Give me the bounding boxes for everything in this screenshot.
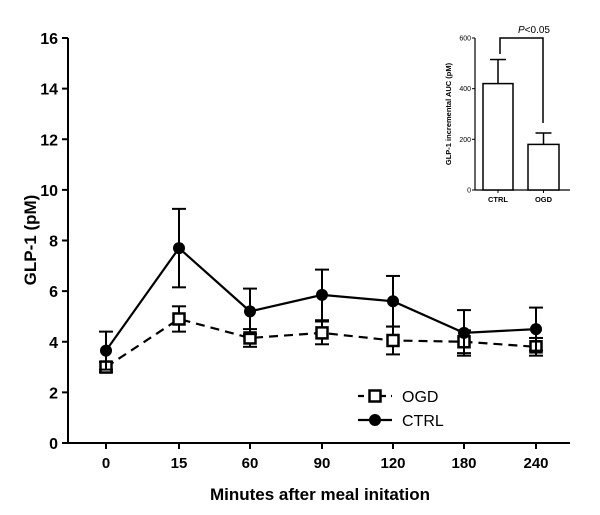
inset-bar-ctrl — [482, 82, 514, 191]
inset-y-tick-label: 0 — [467, 188, 471, 195]
inset-y-axis-title: GLP-1 incremental AUC (pM) — [444, 62, 453, 165]
data-point-ctrl — [244, 305, 256, 318]
inset-y-tick-label: 400 — [459, 86, 471, 93]
y-tick-label: 2 — [49, 385, 58, 402]
data-point-ctrl — [387, 295, 399, 308]
inset-p-annotation: P<0.05 — [518, 25, 550, 36]
y-tick-label: 10 — [40, 183, 58, 200]
p-italic: P — [518, 25, 525, 36]
y-axis-title: GLP-1 (pM) — [21, 195, 40, 286]
y-tick-label: 8 — [49, 234, 58, 251]
x-tick-label: 180 — [451, 455, 476, 472]
x-tick-label: 240 — [523, 455, 548, 472]
y-tick-label: 6 — [49, 284, 58, 301]
x-tick-label: 15 — [171, 455, 188, 472]
data-point-ctrl — [458, 326, 470, 339]
x-tick-label: 90 — [314, 455, 331, 472]
legend-marker — [369, 414, 381, 426]
inset-y-tick-label: 200 — [459, 137, 471, 144]
inset-x-tick-label: OGD — [535, 195, 553, 204]
legend-label: CTRL — [402, 413, 444, 430]
y-tick-label: 16 — [40, 31, 58, 48]
data-point-ctrl — [173, 242, 185, 255]
p-rest: <0.05 — [525, 25, 551, 36]
inset-bar-ogd — [527, 143, 560, 191]
data-point-ogd — [386, 333, 400, 348]
data-point-ctrl — [316, 288, 328, 301]
inset-y-tick-label: 600 — [459, 36, 471, 43]
inset-x-tick-label: CTRL — [488, 195, 508, 204]
data-point-ogd — [172, 312, 186, 326]
legend-marker — [368, 389, 382, 403]
y-tick-label: 4 — [49, 335, 58, 352]
inset-significance-bracket — [499, 37, 544, 123]
x-axis-title: Minutes after meal initation — [210, 485, 430, 504]
x-tick-label: 120 — [380, 455, 405, 472]
y-tick-label: 12 — [40, 132, 58, 149]
y-tick-label: 14 — [40, 82, 58, 99]
x-tick-label: 0 — [102, 455, 110, 472]
data-point-ogd — [315, 326, 329, 340]
y-tick-label: 0 — [49, 436, 58, 453]
data-point-ctrl — [530, 323, 542, 336]
data-point-ctrl — [100, 344, 112, 357]
x-tick-label: 60 — [242, 455, 259, 472]
legend-label: OGD — [402, 389, 438, 406]
